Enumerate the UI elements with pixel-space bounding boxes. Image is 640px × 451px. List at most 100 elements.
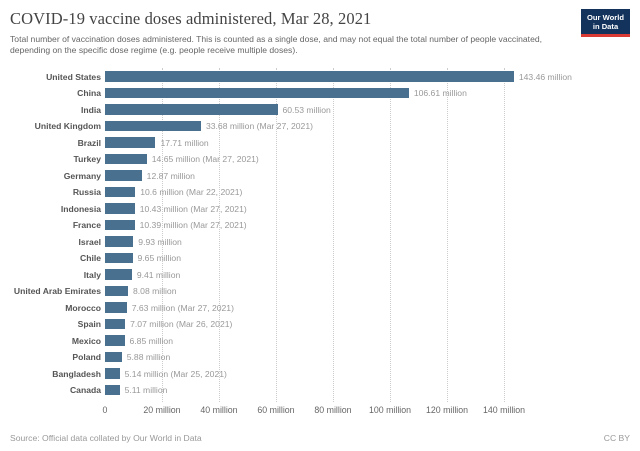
bar[interactable] [105, 269, 132, 280]
value-label: 60.53 million [282, 104, 331, 115]
chart-header: COVID-19 vaccine doses administered, Mar… [10, 7, 630, 56]
value-label: 9.65 million [137, 253, 181, 264]
bar-track: 8.08 million [105, 283, 630, 300]
country-label: Brazil [77, 137, 101, 148]
bar-track: 5.88 million [105, 349, 630, 366]
country-label: Turkey [73, 154, 101, 165]
bar[interactable] [105, 153, 147, 165]
country-label: Poland [72, 352, 101, 363]
bar[interactable] [105, 170, 142, 181]
chart-footer: Source: Official data collated by Our Wo… [10, 433, 630, 443]
bar[interactable] [105, 203, 135, 214]
gridline [333, 68, 334, 403]
bar-row: Russia 10.6 million (Mar 22, 2021) [10, 184, 630, 201]
value-label: 5.88 million [126, 352, 171, 363]
owid-logo[interactable]: Our World in Data [581, 9, 630, 38]
country-label: Israel [78, 236, 101, 247]
country-label: Italy [83, 269, 101, 280]
bar-row: United States 143.46 million [10, 68, 630, 85]
value-label: 9.93 million [138, 236, 182, 247]
bar-row: Mexico 6.85 million [10, 332, 630, 349]
bar-track: 6.85 million [105, 332, 630, 349]
chart-page: COVID-19 vaccine doses administered, Mar… [10, 7, 630, 417]
axis-tick-label: 20 million [143, 405, 181, 416]
gridline [219, 68, 220, 403]
value-label: 33.68 million (Mar 27, 2021) [205, 121, 313, 132]
axis-tick-label: 40 million [200, 405, 238, 416]
bar[interactable] [105, 104, 278, 115]
bar[interactable] [105, 351, 122, 363]
bar-track: 7.63 million (Mar 27, 2021) [105, 299, 630, 316]
bar[interactable] [105, 368, 120, 379]
country-label: United Arab Emirates [13, 286, 101, 297]
country-label: China [77, 88, 101, 99]
bar-row: Indonesia 10.43 million (Mar 27, 2021) [10, 200, 630, 217]
axis-tick-label: 140 million [482, 405, 526, 416]
value-label: 12.87 million [146, 170, 195, 181]
bar[interactable] [105, 71, 514, 82]
bar-track: 14.65 million (Mar 27, 2021) [105, 151, 630, 168]
bar-row: India 60.53 million [10, 101, 630, 118]
bar-row: Chile 9.65 million [10, 250, 630, 267]
gridline [447, 68, 448, 403]
gridline [504, 68, 505, 403]
bar[interactable] [105, 384, 120, 396]
value-label: 7.63 million (Mar 27, 2021) [131, 302, 234, 313]
bar-track: 10.6 million (Mar 22, 2021) [105, 184, 630, 201]
country-label: Spain [77, 319, 101, 330]
plot-area: United States 143.46 million China 106.61 m… [10, 68, 630, 403]
country-label: Russia [72, 187, 101, 198]
bar-track: 5.11 million [105, 382, 630, 399]
value-label: 10.6 million (Mar 22, 2021) [140, 187, 243, 198]
value-label: 106.61 million [413, 88, 467, 99]
country-label: Mexico [71, 335, 101, 346]
bar[interactable] [105, 236, 134, 247]
bar-row: France 10.39 million (Mar 27, 2021) [10, 217, 630, 234]
axis-tick-label: 60 million [257, 405, 295, 416]
bar[interactable] [105, 335, 125, 346]
bar-track: 12.87 million [105, 167, 630, 184]
axis-tick-label: 80 million [314, 405, 352, 416]
bar[interactable] [105, 137, 156, 148]
bar-row: Morocco 7.63 million (Mar 27, 2021) [10, 299, 630, 316]
bar-chart: United States 143.46 million China 106.61 m… [10, 68, 630, 417]
value-label: 143.46 million [518, 71, 572, 82]
bar-row: Spain 7.07 million (Mar 26, 2021) [10, 316, 630, 333]
bar[interactable] [105, 285, 129, 297]
bar[interactable] [105, 318, 126, 330]
value-label: 6.85 million [129, 335, 173, 346]
gridline [276, 68, 277, 403]
bar-row: Italy 9.41 million [10, 266, 630, 283]
country-label: United States [46, 71, 101, 82]
bar[interactable] [105, 87, 409, 99]
bar[interactable] [105, 219, 135, 231]
country-label: Chile [79, 253, 101, 264]
value-label: 8.08 million [133, 286, 177, 297]
country-label: India [80, 104, 101, 115]
country-label: Canada [69, 385, 101, 396]
country-label: United Kingdom [34, 121, 101, 132]
value-label: 17.71 million [160, 137, 209, 148]
bar[interactable] [105, 186, 136, 198]
bar[interactable] [105, 120, 201, 132]
bar-track: 143.46 million [105, 68, 630, 85]
country-label: Morocco [65, 302, 101, 313]
bar-track: 7.07 million (Mar 26, 2021) [105, 316, 630, 333]
bar-row: Germany 12.87 million [10, 167, 630, 184]
gridline [162, 68, 163, 403]
bar-row: Canada 5.11 million [10, 382, 630, 399]
value-label: 7.07 million (Mar 26, 2021) [130, 319, 233, 330]
license-link[interactable]: CC BY [603, 433, 630, 443]
bar-row: Bangladesh 5.14 million (Mar 25, 2021) [10, 365, 630, 382]
bar-row: Brazil 17.71 million [10, 134, 630, 151]
country-label: Germany [63, 170, 101, 181]
bar-row: United Kingdom 33.68 million (Mar 27, 202… [10, 118, 630, 135]
country-label: France [72, 220, 101, 231]
owid-logo-line2: in Data [592, 22, 619, 32]
owid-logo-line1: Our World [587, 13, 624, 22]
value-label: 9.41 million [136, 269, 181, 280]
value-label: 14.65 million (Mar 27, 2021) [151, 154, 259, 165]
bar[interactable] [105, 252, 133, 264]
bar[interactable] [105, 302, 127, 313]
value-label: 5.14 million (Mar 25, 2021) [124, 368, 227, 379]
